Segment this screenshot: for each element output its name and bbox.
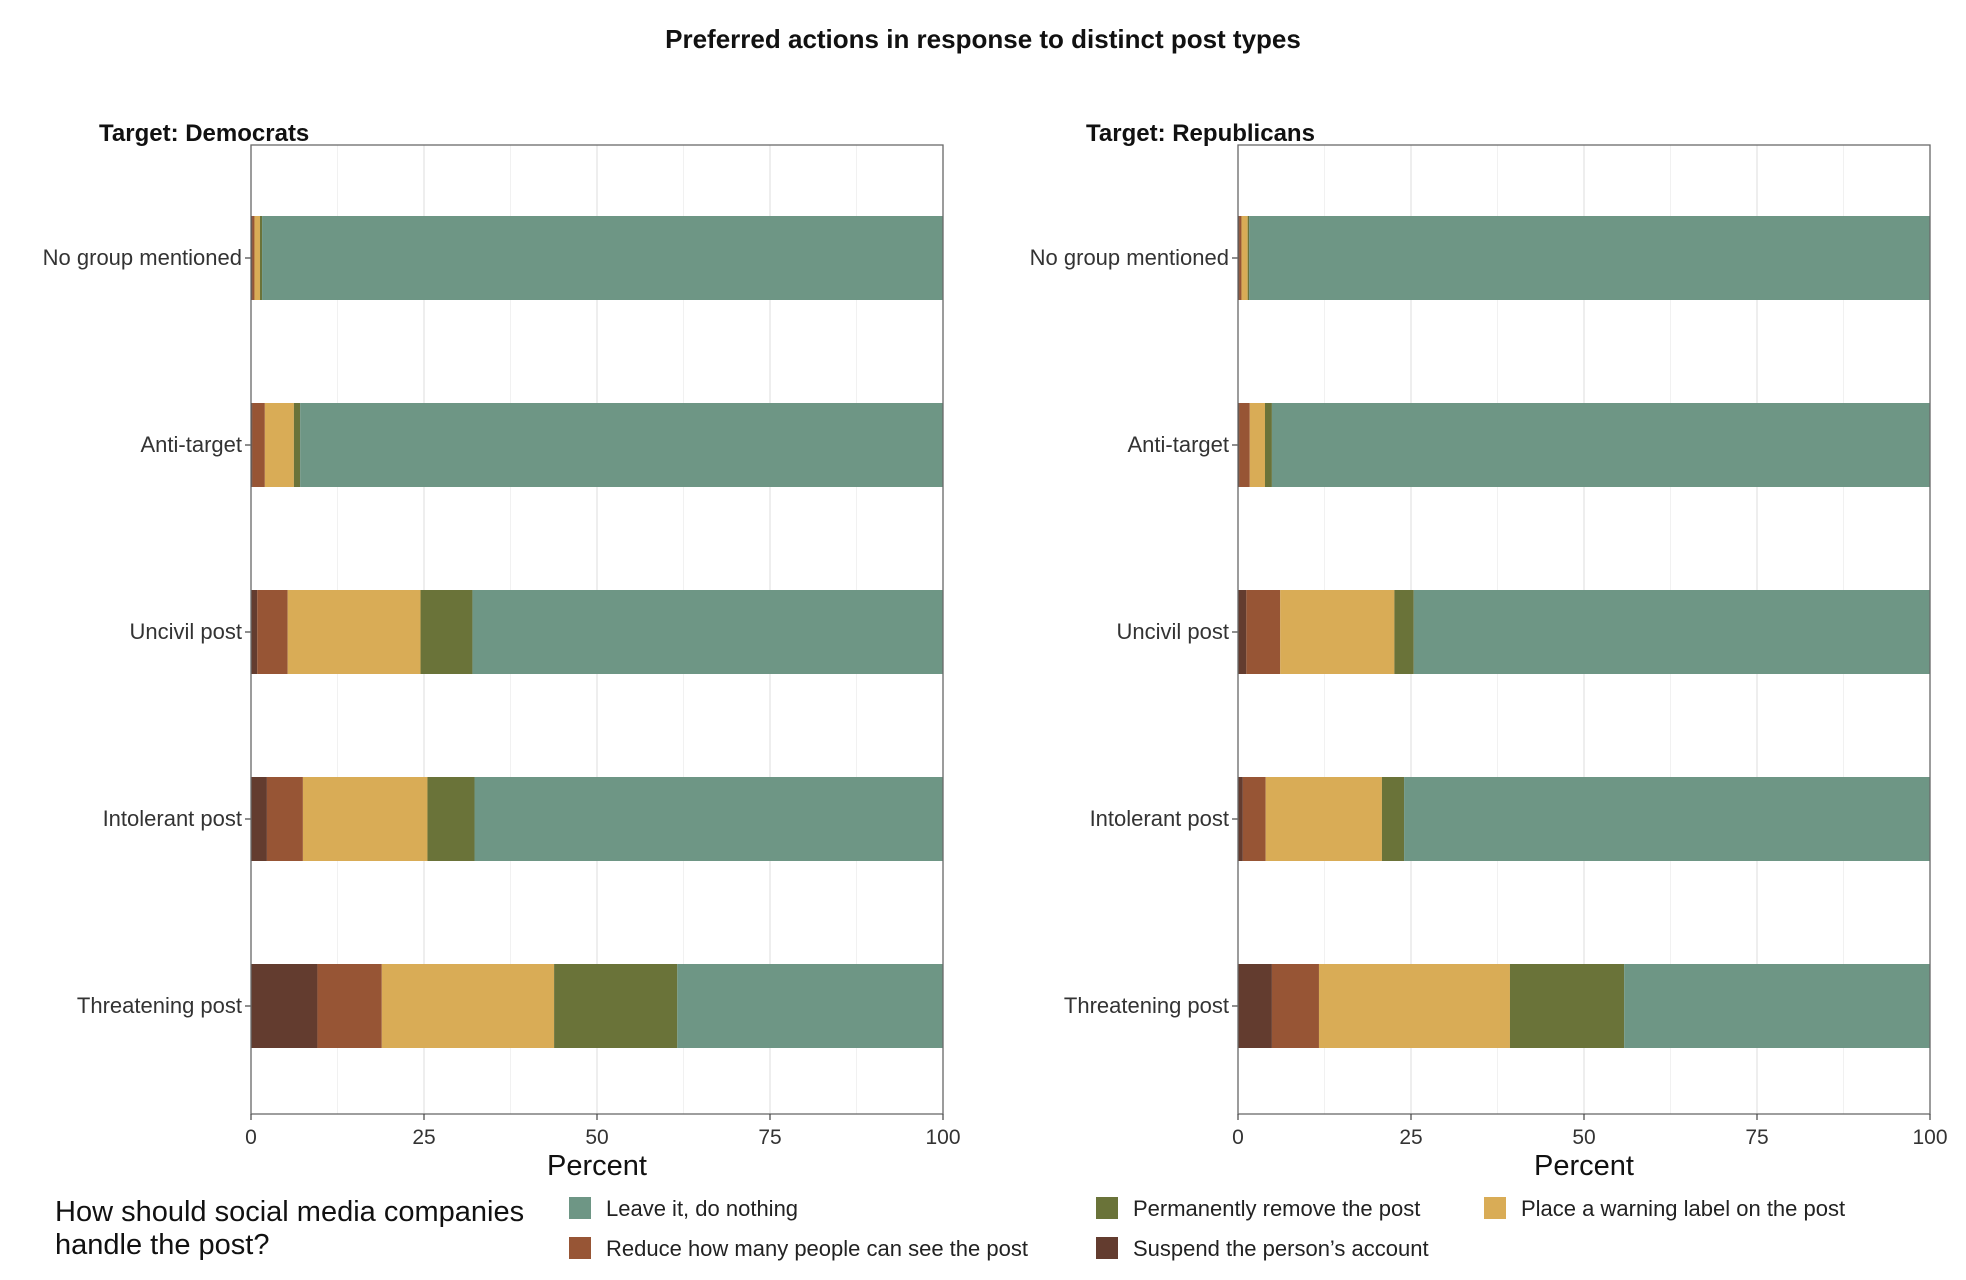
chart-title: Preferred actions in response to distinc… — [665, 24, 1301, 54]
panel-2: No group mentioned Anti-target Uncivil pos… — [1030, 120, 1948, 1182]
bar-segment-leave — [1413, 590, 1930, 674]
legend-swatch — [569, 1237, 591, 1259]
legend-swatch — [1096, 1197, 1118, 1219]
x-tick-label: 0 — [245, 1126, 257, 1149]
bar-segment-remove — [1394, 590, 1414, 674]
x-tick-label: 100 — [1912, 1126, 1947, 1149]
bar-segment-leave — [1404, 777, 1930, 861]
legend-swatch — [569, 1197, 591, 1219]
x-tick-label: 25 — [1399, 1126, 1422, 1149]
bar-segment-reduce — [252, 403, 265, 487]
legend-label: Leave it, do nothing — [606, 1196, 798, 1221]
bar-segment-reduce — [1271, 964, 1319, 1048]
bar-segment-suspend — [1238, 964, 1272, 1048]
x-tick-label: 50 — [585, 1126, 608, 1149]
bar-segment-suspend — [1238, 777, 1243, 861]
legend-item-suspend: Suspend the person’s account — [1096, 1236, 1429, 1261]
bar-segment-remove — [554, 964, 678, 1048]
category-label: Intolerant post — [103, 806, 242, 831]
x-axis-label: Percent — [547, 1150, 647, 1182]
bar-segment-suspend — [1238, 590, 1247, 674]
x-tick-label: 75 — [1745, 1126, 1768, 1149]
bar-segment-suspend — [1238, 403, 1240, 487]
bar-segment-warning — [1249, 403, 1265, 487]
bar-segment-remove — [1509, 964, 1625, 1048]
legend-item-leave: Leave it, do nothing — [569, 1196, 798, 1221]
legend-swatch — [1096, 1237, 1118, 1259]
bar-segment-reduce — [1242, 777, 1266, 861]
panel-title: Target: Republicans — [1086, 120, 1315, 147]
x-tick-label: 100 — [925, 1126, 960, 1149]
category-label: Threatening post — [77, 993, 242, 1018]
bar-segment-reduce — [1239, 403, 1250, 487]
bar-segment-remove — [1264, 403, 1272, 487]
bar-segment-reduce — [317, 964, 382, 1048]
bar-segment-remove — [259, 216, 263, 300]
category-label: Anti-target — [141, 432, 243, 457]
category-label: Intolerant post — [1090, 806, 1229, 831]
x-tick-label: 75 — [758, 1126, 781, 1149]
bar-segment-warning — [287, 590, 421, 674]
bar-segment-remove — [420, 590, 473, 674]
bar-segment-suspend — [1238, 216, 1240, 300]
bar-segment-leave — [474, 777, 943, 861]
bar-segment-warning — [1280, 590, 1395, 674]
legend-swatch — [1484, 1197, 1506, 1219]
legend-title: How should social media companies — [55, 1196, 524, 1228]
bar-segment-reduce — [266, 777, 303, 861]
category-label: Uncivil post — [1117, 619, 1229, 644]
bar-segment-leave — [1271, 403, 1930, 487]
bar-segment-remove — [1247, 216, 1250, 300]
bar-segment-warning — [1318, 964, 1510, 1048]
bar-segment-suspend — [251, 590, 258, 674]
x-tick-label: 0 — [1232, 1126, 1244, 1149]
bar-segment-reduce — [1246, 590, 1281, 674]
x-tick-label: 25 — [412, 1126, 435, 1149]
legend-label: Place a warning label on the post — [1521, 1196, 1845, 1221]
legend-label: Permanently remove the post — [1133, 1196, 1420, 1221]
panel-title: Target: Democrats — [99, 120, 309, 147]
legend-item-reduce: Reduce how many people can see the post — [569, 1236, 1028, 1261]
bar-segment-reduce — [1239, 216, 1242, 300]
bar-segment-leave — [1624, 964, 1930, 1048]
bar-segment-remove — [293, 403, 301, 487]
legend-item-warning: Place a warning label on the post — [1484, 1196, 1845, 1221]
panel-1: No group mentioned Anti-target Uncivil pos… — [43, 120, 961, 1182]
bar-segment-leave — [300, 403, 944, 487]
category-label: Uncivil post — [130, 619, 242, 644]
bar-segment-remove — [1381, 777, 1405, 861]
bar-segment-leave — [1249, 216, 1930, 300]
legend-label: Suspend the person’s account — [1133, 1236, 1429, 1261]
legend-title: handle the post? — [55, 1229, 269, 1261]
bar-segment-suspend — [251, 403, 253, 487]
bar-segment-warning — [254, 216, 260, 300]
legend-item-remove: Permanently remove the post — [1096, 1196, 1420, 1221]
bar-segment-warning — [302, 777, 428, 861]
bar-segment-reduce — [252, 216, 255, 300]
bar-segment-leave — [262, 216, 943, 300]
bar-segment-remove — [427, 777, 475, 861]
bar-segment-suspend — [251, 216, 253, 300]
bar-segment-leave — [677, 964, 943, 1048]
legend-label: Reduce how many people can see the post — [606, 1236, 1028, 1261]
bar-segment-warning — [264, 403, 294, 487]
x-tick-label: 50 — [1572, 1126, 1595, 1149]
bar-segment-warning — [1265, 777, 1382, 861]
category-label: Threatening post — [1064, 993, 1229, 1018]
bar-segment-reduce — [257, 590, 288, 674]
bar-segment-leave — [472, 590, 943, 674]
category-label: No group mentioned — [43, 245, 242, 270]
bar-segment-warning — [1241, 216, 1248, 300]
bar-segment-warning — [381, 964, 555, 1048]
legend: How should social media companieshandle … — [55, 1196, 1845, 1261]
category-label: Anti-target — [1128, 432, 1230, 457]
bar-segment-suspend — [251, 964, 318, 1048]
chart-panels: No group mentioned Anti-target Uncivil pos… — [43, 120, 1948, 1182]
category-label: No group mentioned — [1030, 245, 1229, 270]
bar-segment-suspend — [251, 777, 267, 861]
x-axis-label: Percent — [1534, 1150, 1634, 1182]
